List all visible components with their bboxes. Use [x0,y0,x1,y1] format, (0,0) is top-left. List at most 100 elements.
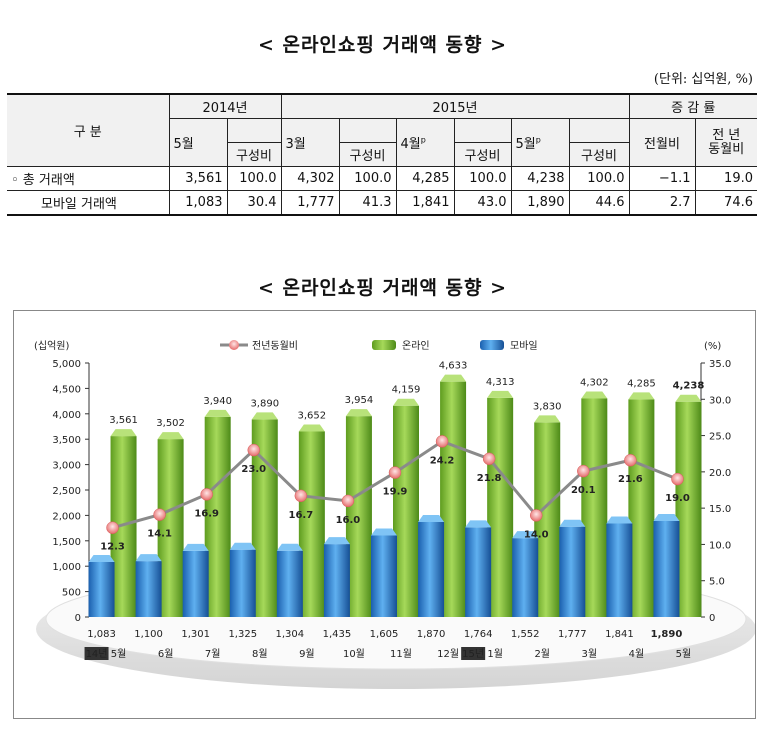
header-comp-3: 구성비 [453,142,512,167]
table-cell: 19.0 [694,166,757,191]
y-tick-label-left: 500 [62,588,81,599]
chart-title: < 온라인쇼핑 거래액 동향 > [257,277,508,299]
yoy-label: 20.1 [571,485,596,496]
online-bar-label: 4,285 [627,378,656,389]
header-2014: 2014년 [168,93,282,119]
header-mar: 3월 [280,118,340,167]
header-comp-1: 구성비 [226,142,282,167]
table-cell: −1.1 [628,166,696,191]
yoy-label: 21.6 [618,474,643,485]
mobile-bar-label: 1,605 [370,629,399,640]
legend-swatch [480,340,504,350]
yoy-point [435,435,449,448]
y-tick-label-left: 4,500 [52,384,81,395]
table-cell: 1,083 [168,190,228,216]
mobile-bar-cap [276,543,303,551]
summary-table: 구 분 2014년 2015년 증 감 률 5월 3월 4월p 5월p 전월비 … [7,93,757,216]
mobile-bar-cap [512,531,539,539]
table-cell: 100.0 [453,166,512,191]
header-gubun: 구 분 [7,93,170,167]
online-bar-label: 3,890 [250,398,279,409]
mobile-bar-cap [371,528,397,536]
table-cell: 3,561 [168,166,228,191]
table-cell: 30.4 [226,190,282,216]
online-bar-cap [298,424,325,432]
online-bar-cap [675,394,702,402]
online-bar [204,416,231,617]
legend-label: 온라인 [402,340,430,352]
row-mobile-label: 모바일 거래액 [7,190,170,216]
unit-label: (단위: 십억원, %) [653,72,753,87]
yoy-label: 12.3 [100,542,125,553]
y-tick-label-left: 2,500 [52,486,81,497]
yoy-point [388,466,402,479]
yoy-point [482,452,496,466]
mobile-bar [323,544,350,617]
online-bar-cap [345,409,372,417]
table-cell: 2.7 [628,190,696,216]
year-tag-bg [84,647,109,660]
y-tick-label-right: 35.0 [709,359,731,370]
online-bar-label: 3,954 [345,395,374,406]
yoy-label: 14.0 [524,529,549,540]
table-cell: 41.3 [338,190,397,216]
header-yoy: 전 년 동월비 [694,118,757,167]
x-tick-label: 5월 [676,648,692,660]
online-bar [440,381,467,617]
y-tick-label-left: 1,000 [52,562,81,573]
online-bar-cap [393,398,419,406]
online-bar-label: 3,502 [156,418,185,429]
mobile-bar-label: 1,301 [181,629,210,640]
table-cell: 1,890 [510,190,570,216]
mobile-bar-cap [653,513,680,521]
x-tick-label: 11월 [390,648,412,660]
year-tag-bg [461,647,486,660]
online-bar-cap [204,409,231,417]
y-axis-left-label: (십억원) [34,340,70,352]
mobile-bar [182,550,209,617]
page-title: < 온라인쇼핑 거래액 동향 > [257,34,508,56]
yoy-point [294,489,308,503]
y-tick-label-right: 0 [709,613,715,624]
yoy-point [106,521,119,534]
online-bar [393,405,419,617]
online-bar [628,399,655,617]
online-bar [298,431,325,617]
yoy-label: 19.9 [383,487,408,498]
header-comp-2: 구성비 [338,142,397,167]
y-tick-label-left: 3,000 [52,461,81,472]
mobile-bar-label: 1,552 [511,629,540,640]
x-tick-label: 10월 [343,648,365,660]
mobile-bar-label: 1,083 [87,629,116,640]
yoy-label: 16.0 [336,515,361,526]
mobile-bar-label: 1,890 [651,629,683,640]
yoy-point [341,494,355,508]
mobile-bar-cap [559,519,586,527]
x-tick-label: 1월 [487,648,503,660]
yoy-point [529,509,543,522]
mobile-bar-cap [182,543,209,551]
header-mom: 전월비 [628,118,696,167]
y-tick-label-left: 4,000 [52,410,81,421]
yoy-label: 23.0 [241,464,266,475]
legend-label: 모바일 [510,340,538,352]
mobile-bar-cap [135,554,162,562]
chart-svg: (십억원) (%) 0 500 1,000 1,500 2,000 2,500 3,000 3,5… [34,340,755,689]
header-apr: 4월p [395,118,455,167]
table-cell: 100.0 [226,166,282,191]
mobile-bar [418,522,445,617]
online-bar-cap [440,374,467,382]
yoy-point [200,488,213,501]
online-bar-label: 3,830 [533,401,562,412]
online-bar-cap [251,412,278,420]
y-tick-label-right: 15.0 [709,504,731,515]
yoy-point [624,453,637,467]
mobile-bar-cap [465,520,492,528]
x-tick-label: 3월 [582,648,598,660]
online-bar-cap [628,392,655,400]
online-bar-label: 4,633 [439,361,468,372]
mobile-bar [135,561,162,617]
table-cell: 43.0 [453,190,512,216]
mobile-bar [371,535,397,617]
yoy-point [153,508,166,521]
